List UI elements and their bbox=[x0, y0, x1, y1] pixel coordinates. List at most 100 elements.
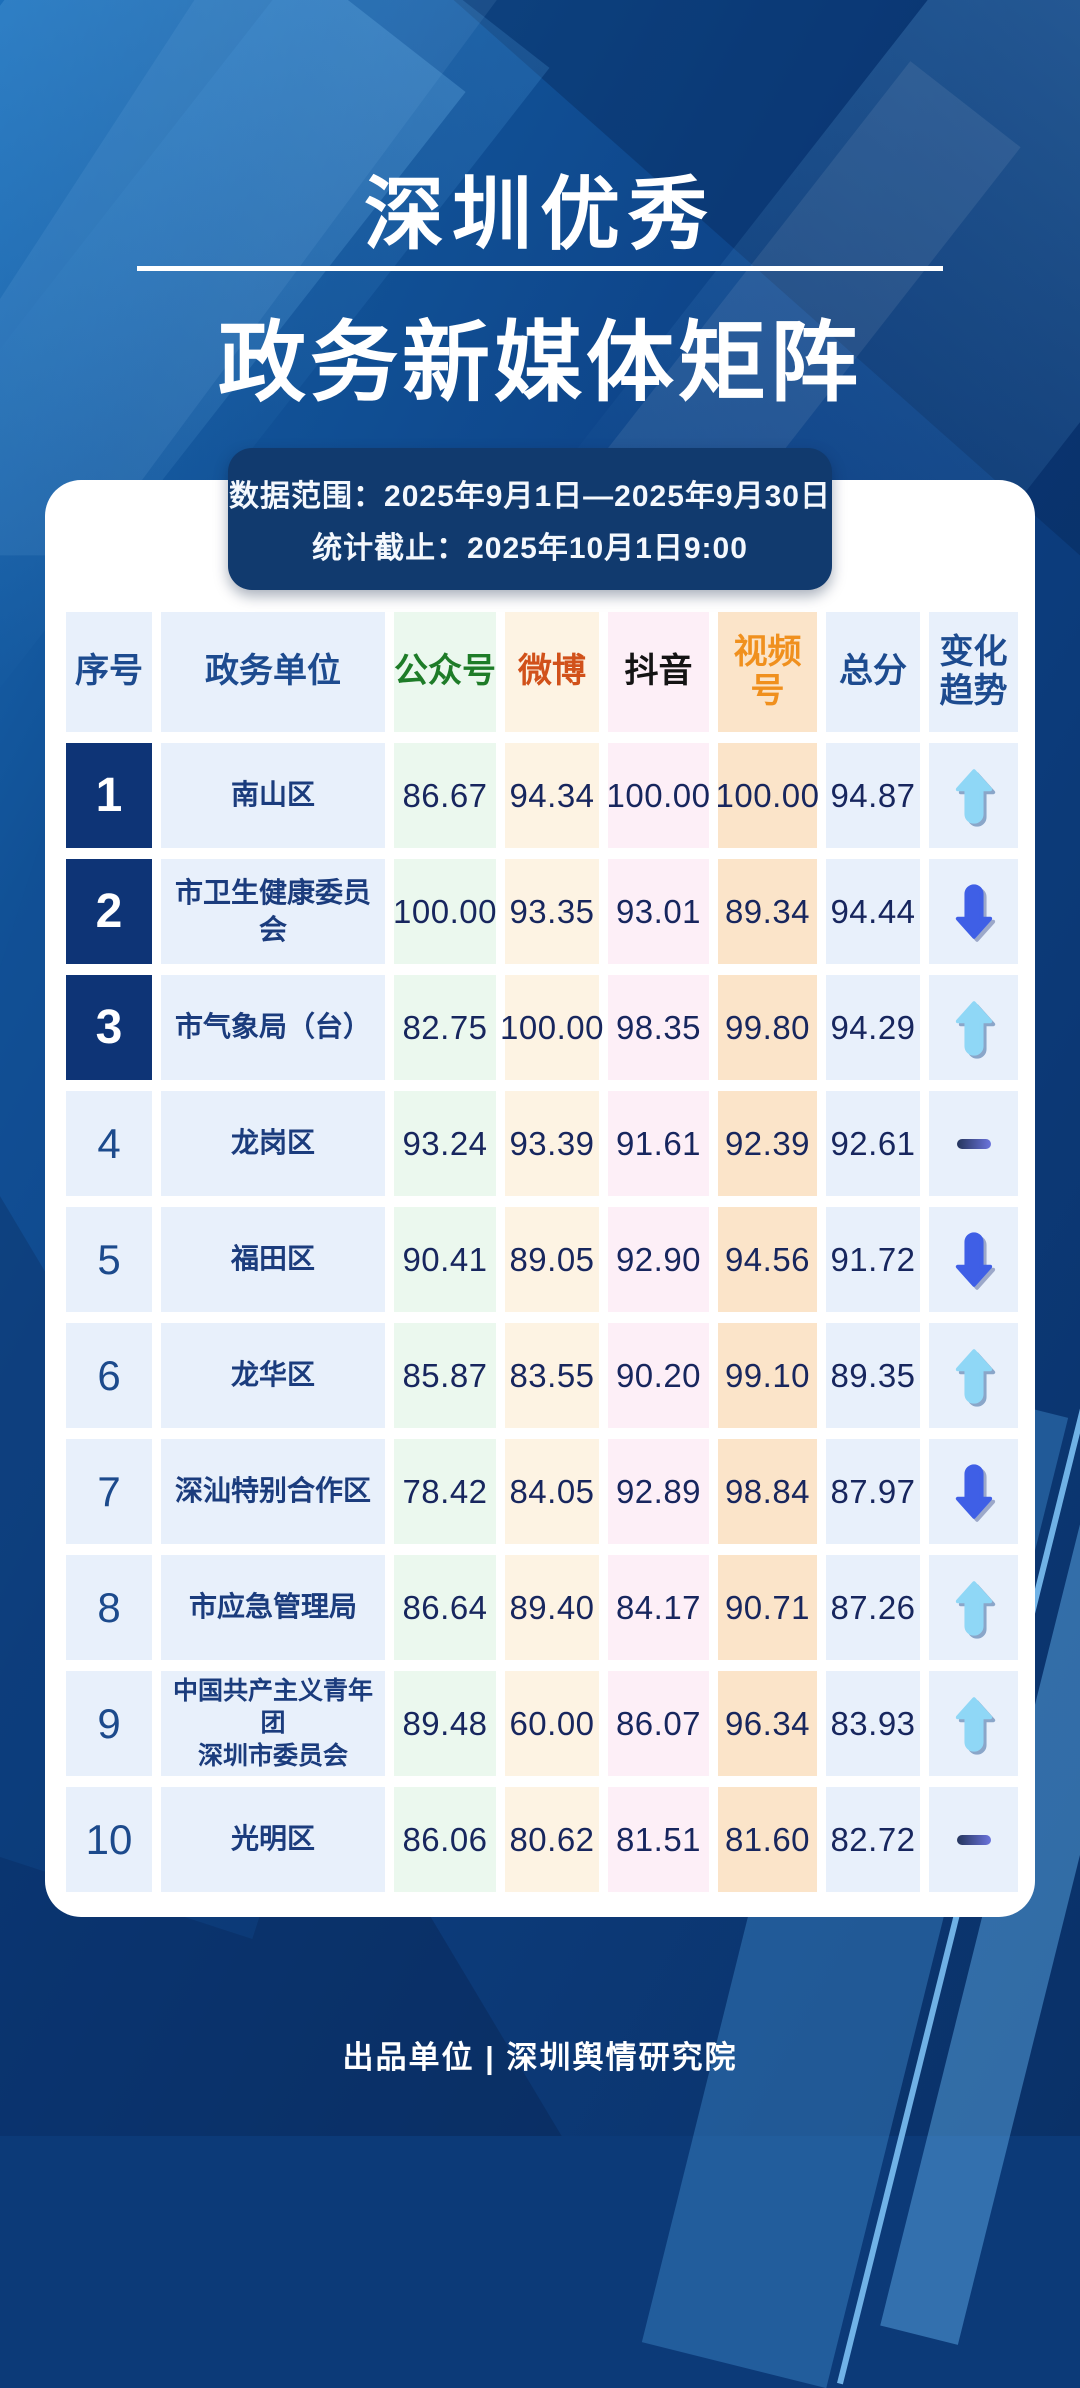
ranking-table: 序号 政务单位 公众号 微博 抖音 视频号 总分 变化趋势 1 南山区 86.6… bbox=[66, 612, 1018, 1892]
score-douyin: 81.51 bbox=[608, 1787, 709, 1892]
header-weibo: 微博 bbox=[505, 612, 599, 732]
trend-cell bbox=[929, 743, 1018, 848]
header-rank: 序号 bbox=[66, 612, 152, 732]
score-weibo: 89.05 bbox=[505, 1207, 599, 1312]
unit-cell: 南山区 bbox=[161, 743, 385, 848]
score-shipinhao: 99.80 bbox=[718, 975, 817, 1080]
score-gongzhonghao: 82.75 bbox=[394, 975, 496, 1080]
score-shipinhao: 92.39 bbox=[718, 1091, 817, 1196]
date-range-banner: 数据范围：2025年9月1日—2025年9月30日 统计截止：2025年10月1… bbox=[228, 448, 832, 590]
score-total: 89.35 bbox=[826, 1323, 920, 1428]
unit-cell: 龙华区 bbox=[161, 1323, 385, 1428]
rank-cell: 5 bbox=[66, 1207, 152, 1312]
score-douyin: 86.07 bbox=[608, 1671, 709, 1776]
score-gongzhonghao: 93.24 bbox=[394, 1091, 496, 1196]
score-gongzhonghao: 86.67 bbox=[394, 743, 496, 848]
trend-down-icon bbox=[953, 1463, 995, 1520]
score-gongzhonghao: 78.42 bbox=[394, 1439, 496, 1544]
trend-cell bbox=[929, 1207, 1018, 1312]
stat-deadline-text: 统计截止：2025年10月1日9:00 bbox=[312, 532, 748, 565]
score-shipinhao: 100.00 bbox=[716, 743, 819, 848]
score-total: 82.72 bbox=[826, 1787, 920, 1892]
unit-cell: 龙岗区 bbox=[161, 1091, 385, 1196]
page-title-line2: 政务新媒体矩阵 bbox=[217, 313, 862, 412]
score-shipinhao: 96.34 bbox=[718, 1671, 817, 1776]
header-unit: 政务单位 bbox=[161, 612, 385, 732]
score-gongzhonghao: 86.06 bbox=[394, 1787, 496, 1892]
score-gongzhonghao: 85.87 bbox=[394, 1323, 496, 1428]
score-gongzhonghao: 90.41 bbox=[394, 1207, 496, 1312]
unit-cell: 市卫生健康委员会 bbox=[161, 859, 385, 964]
score-weibo: 60.00 bbox=[505, 1671, 599, 1776]
rank-cell: 1 bbox=[66, 743, 152, 848]
title-divider bbox=[137, 266, 943, 271]
page-title-line1: 深圳优秀 bbox=[364, 170, 716, 259]
score-shipinhao: 89.34 bbox=[718, 859, 817, 964]
unit-cell: 市气象局（台） bbox=[161, 975, 385, 1080]
trend-flat-icon bbox=[956, 1138, 991, 1149]
header-gongzhonghao: 公众号 bbox=[394, 612, 496, 732]
score-douyin: 92.89 bbox=[608, 1439, 709, 1544]
rank-cell: 2 bbox=[66, 859, 152, 964]
score-shipinhao: 94.56 bbox=[718, 1207, 817, 1312]
score-weibo: 83.55 bbox=[505, 1323, 599, 1428]
footer-credit: 出品单位 | 深圳舆情研究院 bbox=[342, 2040, 738, 2075]
trend-up-icon bbox=[953, 1580, 995, 1636]
score-douyin: 90.20 bbox=[608, 1323, 709, 1428]
trend-flat-icon bbox=[956, 1834, 991, 1845]
rank-cell: 7 bbox=[66, 1439, 152, 1544]
rank-cell: 8 bbox=[66, 1555, 152, 1660]
score-shipinhao: 90.71 bbox=[718, 1555, 817, 1660]
trend-cell bbox=[929, 1787, 1018, 1892]
score-weibo: 93.35 bbox=[505, 859, 599, 964]
score-total: 94.87 bbox=[826, 743, 920, 848]
unit-cell: 福田区 bbox=[161, 1207, 385, 1312]
trend-up-icon bbox=[953, 1000, 995, 1056]
score-shipinhao: 81.60 bbox=[718, 1787, 817, 1892]
header-douyin: 抖音 bbox=[608, 612, 709, 732]
rank-cell: 3 bbox=[66, 975, 152, 1080]
trend-down-icon bbox=[953, 1231, 995, 1288]
score-douyin: 92.90 bbox=[608, 1207, 709, 1312]
score-weibo: 80.62 bbox=[505, 1787, 599, 1892]
rank-cell: 6 bbox=[66, 1323, 152, 1428]
trend-cell bbox=[929, 1671, 1018, 1776]
score-weibo: 89.40 bbox=[505, 1555, 599, 1660]
score-gongzhonghao: 100.00 bbox=[393, 859, 496, 964]
trend-up-icon bbox=[953, 1348, 995, 1404]
score-douyin: 100.00 bbox=[607, 743, 710, 848]
trend-cell bbox=[929, 1091, 1018, 1196]
score-douyin: 84.17 bbox=[608, 1555, 709, 1660]
trend-cell bbox=[929, 975, 1018, 1080]
score-weibo: 93.39 bbox=[505, 1091, 599, 1196]
score-gongzhonghao: 89.48 bbox=[394, 1671, 496, 1776]
trend-down-icon bbox=[953, 883, 995, 940]
unit-cell: 深汕特别合作区 bbox=[161, 1439, 385, 1544]
unit-cell: 光明区 bbox=[161, 1787, 385, 1892]
rank-cell: 9 bbox=[66, 1671, 152, 1776]
score-gongzhonghao: 86.64 bbox=[394, 1555, 496, 1660]
score-douyin: 91.61 bbox=[608, 1091, 709, 1196]
trend-cell bbox=[929, 1555, 1018, 1660]
score-shipinhao: 98.84 bbox=[718, 1439, 817, 1544]
score-total: 91.72 bbox=[826, 1207, 920, 1312]
header-total: 总分 bbox=[826, 612, 920, 732]
trend-cell bbox=[929, 1323, 1018, 1428]
score-douyin: 98.35 bbox=[608, 975, 709, 1080]
score-weibo: 94.34 bbox=[505, 743, 599, 848]
unit-cell: 中国共产主义青年团 深圳市委员会 bbox=[161, 1671, 385, 1776]
score-weibo: 100.00 bbox=[500, 975, 603, 1080]
header-shipinhao: 视频号 bbox=[718, 612, 817, 732]
score-total: 94.29 bbox=[826, 975, 920, 1080]
score-total: 94.44 bbox=[826, 859, 920, 964]
trend-cell bbox=[929, 1439, 1018, 1544]
score-weibo: 84.05 bbox=[505, 1439, 599, 1544]
trend-up-icon bbox=[953, 768, 995, 824]
date-range-text: 数据范围：2025年9月1日—2025年9月30日 bbox=[229, 480, 831, 513]
rank-cell: 4 bbox=[66, 1091, 152, 1196]
score-total: 92.61 bbox=[826, 1091, 920, 1196]
unit-cell: 市应急管理局 bbox=[161, 1555, 385, 1660]
score-total: 87.97 bbox=[826, 1439, 920, 1544]
score-total: 87.26 bbox=[826, 1555, 920, 1660]
score-total: 83.93 bbox=[826, 1671, 920, 1776]
